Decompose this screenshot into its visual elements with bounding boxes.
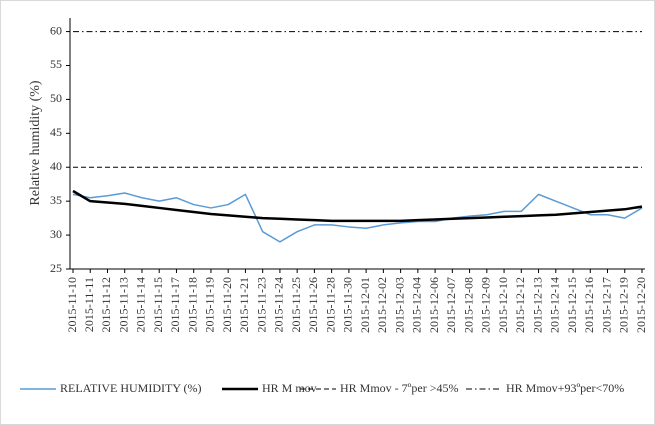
x-tick-label: 2015-11-17 <box>168 277 182 333</box>
legend-label: HR Mmov - 7ºper >45% <box>340 381 458 395</box>
x-tick-label: 2015-12-20 <box>634 277 648 333</box>
y-axis-title: Relative humidity (%) <box>28 80 43 206</box>
x-tick-label: 2015-11-20 <box>220 277 234 333</box>
x-tick-label: 2015-11-25 <box>289 277 303 333</box>
x-tick-label: 2015-12-15 <box>565 277 579 333</box>
x-tick-label: 2015-11-30 <box>341 277 355 333</box>
x-tick-label: 2015-12-07 <box>444 277 458 333</box>
x-tick-label: 2015-12-16 <box>582 277 596 333</box>
x-tick-label: 2015-11-11 <box>82 277 96 332</box>
y-tick-label: 40 <box>50 159 62 173</box>
x-tick-label: 2015-12-04 <box>410 277 424 333</box>
x-tick-label: 2015-12-09 <box>479 277 493 333</box>
x-tick-label: 2015-12-06 <box>427 277 441 333</box>
legend-label: RELATIVE HUMIDITY (%) <box>60 381 202 395</box>
x-tick-label: 2015-12-01 <box>358 277 372 333</box>
legend-label: HR Mmov+93ºper<70% <box>506 381 624 395</box>
x-tick-label: 2015-11-18 <box>185 277 199 333</box>
y-tick-label: 60 <box>50 23 62 37</box>
x-tick-label: 2015-11-26 <box>306 277 320 333</box>
x-tick-label: 2015-11-10 <box>65 277 79 333</box>
x-tick-label: 2015-12-17 <box>599 277 613 333</box>
series-line <box>72 192 643 243</box>
x-tick-label: 2015-12-08 <box>461 277 475 333</box>
x-tick-label: 2015-11-21 <box>237 277 251 333</box>
x-tick-label: 2015-11-28 <box>323 277 337 333</box>
legend-label: HR M mov <box>262 381 317 395</box>
x-tick-label: 2015-11-24 <box>272 277 286 333</box>
y-tick-label: 30 <box>50 227 62 241</box>
x-tick-label: 2015-12-10 <box>496 277 510 333</box>
y-tick-label: 55 <box>50 57 62 71</box>
y-tick-label: 35 <box>50 193 62 207</box>
x-tick-label: 2015-11-19 <box>203 277 217 333</box>
x-tick-label: 2015-11-23 <box>254 277 268 333</box>
x-tick-label: 2015-12-19 <box>617 277 631 333</box>
x-tick-label: 2015-11-14 <box>134 277 148 333</box>
y-tick-label: 25 <box>50 261 62 275</box>
x-tick-label: 2015-12-14 <box>548 277 562 333</box>
y-tick-label: 45 <box>50 125 62 139</box>
y-tick-label: 50 <box>50 91 62 105</box>
series-line <box>72 189 643 223</box>
x-tick-label: 2015-11-12 <box>99 277 113 333</box>
x-tick-label: 2015-12-02 <box>375 277 389 333</box>
x-tick-label: 2015-11-15 <box>151 277 165 333</box>
x-tick-label: 2015-12-13 <box>530 277 544 333</box>
x-tick-label: 2015-12-03 <box>392 277 406 333</box>
x-tick-label: 2015-12-12 <box>513 277 527 333</box>
x-tick-label: 2015-11-13 <box>116 277 130 333</box>
